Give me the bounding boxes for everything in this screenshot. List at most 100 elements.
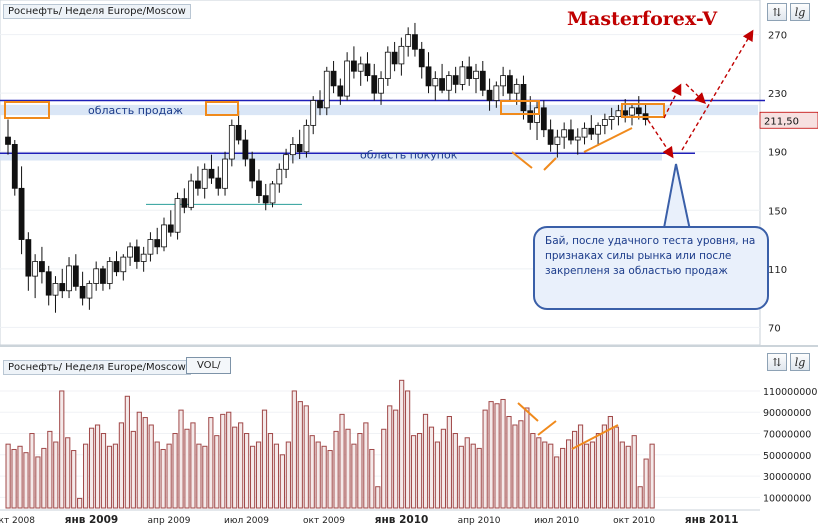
x-tick-label: апр 2009	[148, 516, 191, 526]
volume-tick-label: 90000000	[763, 408, 811, 419]
x-tick-label: апр 2010	[458, 516, 501, 526]
volume-bar	[249, 445, 256, 509]
volume-bar	[518, 420, 524, 509]
candle	[296, 129, 303, 160]
candle	[608, 107, 615, 130]
volume-bar	[601, 424, 607, 509]
price-chart[interactable]: область продаж область покупок 70 110 150 19…	[0, 0, 818, 345]
volume-bar	[178, 409, 184, 509]
buy-zone-label: область покупок	[360, 149, 458, 162]
volume-bar	[506, 415, 512, 509]
candle	[507, 69, 513, 101]
candle	[452, 66, 459, 94]
volume-bar	[142, 417, 148, 509]
volume-trend-mark	[517, 402, 539, 422]
candle	[479, 60, 486, 97]
x-tick-label: июл 2010	[534, 516, 579, 526]
price-tick-label: 110	[768, 265, 787, 276]
candle	[330, 60, 337, 94]
volume-chart[interactable]: 10000000 30000000 50000000 70000000 90000000…	[0, 345, 818, 531]
volume-bar	[65, 437, 71, 509]
sort-icon[interactable]: ⇅	[767, 3, 787, 21]
volume-bar	[434, 441, 441, 509]
candle	[635, 96, 642, 120]
sell-zone-label: область продаж	[88, 104, 183, 117]
volume-bar	[41, 447, 47, 509]
candle	[500, 66, 507, 97]
volume-sort-icon[interactable]: ⇅	[767, 353, 787, 371]
volume-bar	[244, 433, 250, 509]
candle	[554, 129, 561, 158]
candle	[18, 166, 25, 255]
volume-bar	[279, 454, 285, 509]
buy-zone	[0, 153, 662, 161]
volume-tick-label: 110000000	[763, 387, 817, 398]
candle	[113, 251, 120, 277]
volume-trend-mark	[571, 424, 619, 450]
volume-bar	[381, 428, 387, 509]
volume-bar	[440, 428, 446, 509]
volume-bar	[339, 413, 345, 509]
volume-bar	[214, 435, 220, 509]
candle	[235, 110, 242, 145]
test-box	[4, 101, 50, 119]
current-price-tag	[759, 111, 818, 129]
candle	[79, 271, 86, 306]
candle	[201, 163, 208, 199]
volume-bar	[643, 458, 649, 509]
volume-indicator-tab[interactable]: VOL/	[186, 357, 232, 374]
volume-bar	[410, 435, 417, 509]
volume-bar	[649, 443, 655, 509]
volume-bar	[220, 413, 226, 509]
candle	[310, 96, 317, 135]
volume-bar	[23, 452, 29, 509]
candle	[5, 119, 11, 155]
volume-bar	[273, 443, 280, 509]
test-box	[205, 101, 239, 116]
price-panel-label: Роснефть/ Неделя Europe/Moscow	[3, 4, 191, 19]
volume-bar	[297, 401, 303, 509]
volume-bar	[148, 424, 154, 509]
candle	[140, 246, 147, 272]
volume-bar	[11, 448, 17, 509]
candle	[222, 151, 228, 196]
volume-bar	[59, 390, 65, 509]
candle	[215, 166, 222, 196]
volume-bar	[303, 405, 309, 509]
volume-bar	[184, 428, 190, 509]
candle	[154, 227, 161, 255]
candle	[371, 63, 378, 101]
candle	[174, 192, 181, 240]
candle	[289, 137, 296, 164]
volume-bar	[554, 456, 560, 509]
candle	[520, 75, 527, 120]
volume-log-scale-button[interactable]: lg	[790, 353, 810, 371]
candle	[100, 265, 106, 291]
candle	[459, 60, 466, 91]
candle	[534, 100, 540, 141]
volume-bar	[106, 445, 113, 509]
candle	[466, 56, 473, 86]
volume-bar	[238, 422, 244, 509]
volume-bar	[494, 403, 500, 509]
volume-bar	[458, 445, 464, 509]
candle	[262, 183, 269, 211]
volume-bar	[482, 409, 488, 509]
candle	[249, 151, 256, 189]
candle	[323, 66, 330, 116]
volume-bar	[357, 433, 363, 509]
candle	[561, 122, 568, 149]
volume-bar	[595, 433, 602, 509]
volume-bar	[512, 424, 518, 509]
projection-arrow	[647, 119, 674, 159]
volume-bar	[422, 413, 429, 509]
candle	[337, 78, 344, 105]
log-scale-button[interactable]: lg	[790, 3, 810, 21]
volume-bar	[399, 379, 405, 509]
candle	[405, 27, 412, 57]
volume-bar	[100, 433, 107, 509]
sell-zone	[0, 104, 758, 116]
candle	[581, 122, 588, 145]
candle	[195, 166, 201, 196]
volume-bar	[208, 417, 214, 509]
